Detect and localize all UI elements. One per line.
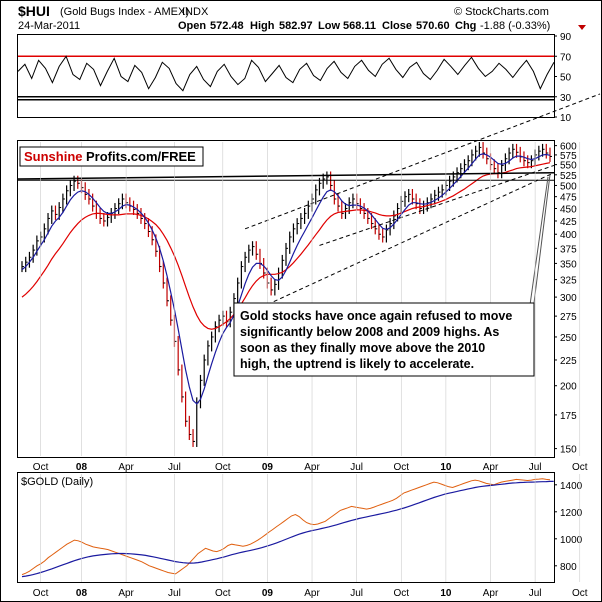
hui-x-tick-label: Jul	[350, 462, 363, 473]
gold-price-line	[21, 478, 551, 576]
rsi-tick-label: 10	[560, 113, 572, 124]
gold-x-tick-label: 09	[262, 588, 274, 599]
hui-x-tick-label: Apr	[118, 462, 134, 473]
open-value: 572.48	[210, 20, 244, 32]
hui-tick-label: 425	[560, 217, 577, 228]
horizontal-resistance-line	[17, 171, 555, 180]
brand-part1: Sunshine	[24, 149, 83, 164]
hui-x-tick-label: Oct	[33, 462, 49, 473]
rsi-plot: 10 30 50 70 90	[17, 32, 572, 124]
hui-tick-label: 575	[560, 151, 577, 162]
gold-x-tick-label: Oct	[572, 588, 588, 599]
hui-tick-label: 250	[560, 333, 577, 344]
gold-x-tick-label: Jul	[350, 588, 363, 599]
gold-x-tick-label: Jul	[529, 588, 542, 599]
close-value: 570.60	[416, 20, 450, 32]
gold-ma-line	[21, 480, 554, 578]
down-arrow-icon	[578, 25, 586, 30]
high-label: High	[250, 20, 275, 32]
symbol-label: $HUI	[18, 3, 50, 19]
hui-ma-short	[21, 153, 551, 405]
gold-x-tick-label: 08	[76, 588, 88, 599]
annotation-line-3: soon as they finally move above the 2010	[240, 341, 485, 355]
chg-value: -1.88 (-0.33%)	[480, 20, 550, 32]
hui-tick-label: 550	[560, 161, 577, 172]
gold-x-tick-label: Oct	[393, 588, 409, 599]
hui-x-tick-label: Jul	[529, 462, 542, 473]
gold-x-tick-label: 10	[440, 588, 452, 599]
hui-tick-label: 525	[560, 171, 577, 182]
chg-label: Chg	[455, 20, 476, 32]
annotation-pointer	[533, 174, 551, 304]
annotation-line-4: high, the uptrend is likely to accelerat…	[240, 357, 474, 371]
channel-mid-line	[319, 164, 555, 246]
low-value: 568.11	[343, 20, 376, 32]
gold-x-tick-label: Jul	[168, 588, 181, 599]
hui-tick-label: 225	[560, 356, 577, 367]
rsi-tick-label: 50	[560, 73, 572, 84]
chart-header: $HUI (Gold Bugs Index - AMEX) INDX 24-Ma…	[18, 3, 586, 32]
rsi-panel	[17, 34, 555, 118]
annotation-box: Gold stocks have once again refused to m…	[233, 302, 535, 377]
hui-x-tick-label: Oct	[572, 462, 588, 473]
gold-x-tick-label: Apr	[483, 588, 499, 599]
hui-tick-label: 375	[560, 244, 577, 255]
hui-x-tick-label: Apr	[483, 462, 499, 473]
gold-tick-label: 800	[560, 562, 577, 573]
channel-upper-line	[244, 93, 601, 230]
gold-x-tick-label: Oct	[33, 588, 49, 599]
rsi-series-line	[17, 55, 555, 92]
hui-tick-label: 200	[560, 382, 577, 393]
hui-x-tick-label: 09	[262, 462, 274, 473]
hui-panel	[17, 140, 555, 458]
gold-x-tick-label: Oct	[215, 588, 231, 599]
annotation-line-2: significantly below 2008 and 2009 highs.…	[240, 325, 499, 339]
hui-x-axis: Oct08AprJulOct09AprJulOct10AprJulOct11	[33, 142, 588, 473]
channel-lower-line	[267, 172, 555, 305]
close-label: Close	[382, 20, 412, 32]
copyright-watermark: © StockCharts.com	[454, 6, 549, 18]
hui-x-tick-label: Oct	[215, 462, 231, 473]
hui-tick-label: 175	[560, 411, 577, 422]
hui-x-tick-label: 08	[76, 462, 88, 473]
hui-x-tick-label: Jul	[168, 462, 181, 473]
gold-tick-label: 1400	[560, 481, 583, 492]
hui-tick-label: 350	[560, 259, 577, 270]
hui-x-tick-label: 10	[440, 462, 452, 473]
hui-x-tick-label: Oct	[393, 462, 409, 473]
gold-tick-label: 1200	[560, 508, 583, 519]
gold-x-axis: Oct08AprJulOct09AprJulOct10AprJulOct11	[33, 474, 588, 599]
exchange-label: INDX	[182, 6, 209, 18]
gold-x-tick-label: Apr	[118, 588, 134, 599]
gold-panel-label: $GOLD (Daily)	[21, 476, 93, 488]
rsi-tick-label: 90	[560, 32, 572, 43]
gold-x-tick-label: Apr	[304, 588, 320, 599]
gold-panel	[17, 472, 555, 583]
gold-tick-label: 1000	[560, 535, 583, 546]
annotation-line-1: Gold stocks have once again refused to m…	[240, 309, 512, 323]
high-value: 582.97	[279, 20, 313, 32]
rsi-tick-label: 30	[560, 93, 572, 104]
gold-plot: 800 1000 1200 1400	[21, 478, 583, 578]
index-name: (Gold Bugs Index - AMEX)	[60, 6, 189, 18]
rsi-tick-label: 70	[560, 52, 572, 63]
hui-tick-label: 400	[560, 230, 577, 241]
hui-tick-label: 500	[560, 181, 577, 192]
open-label: Open	[178, 20, 206, 32]
hui-tick-label: 300	[560, 293, 577, 304]
hui-x-tick-label: Apr	[304, 462, 320, 473]
brand-box: Sunshine Profits.com/FREE	[19, 146, 204, 167]
low-label: Low	[318, 20, 340, 32]
hui-tick-label: 450	[560, 204, 577, 215]
hui-tick-label: 600	[560, 142, 577, 153]
brand-part2: Profits.com/FREE	[86, 149, 196, 164]
hui-tick-label: 325	[560, 276, 577, 287]
date-label: 24-Mar-2011	[18, 20, 80, 32]
hui-tick-label: 475	[560, 193, 577, 204]
hui-tick-label: 275	[560, 312, 577, 323]
hui-tick-label: 150	[560, 445, 577, 456]
